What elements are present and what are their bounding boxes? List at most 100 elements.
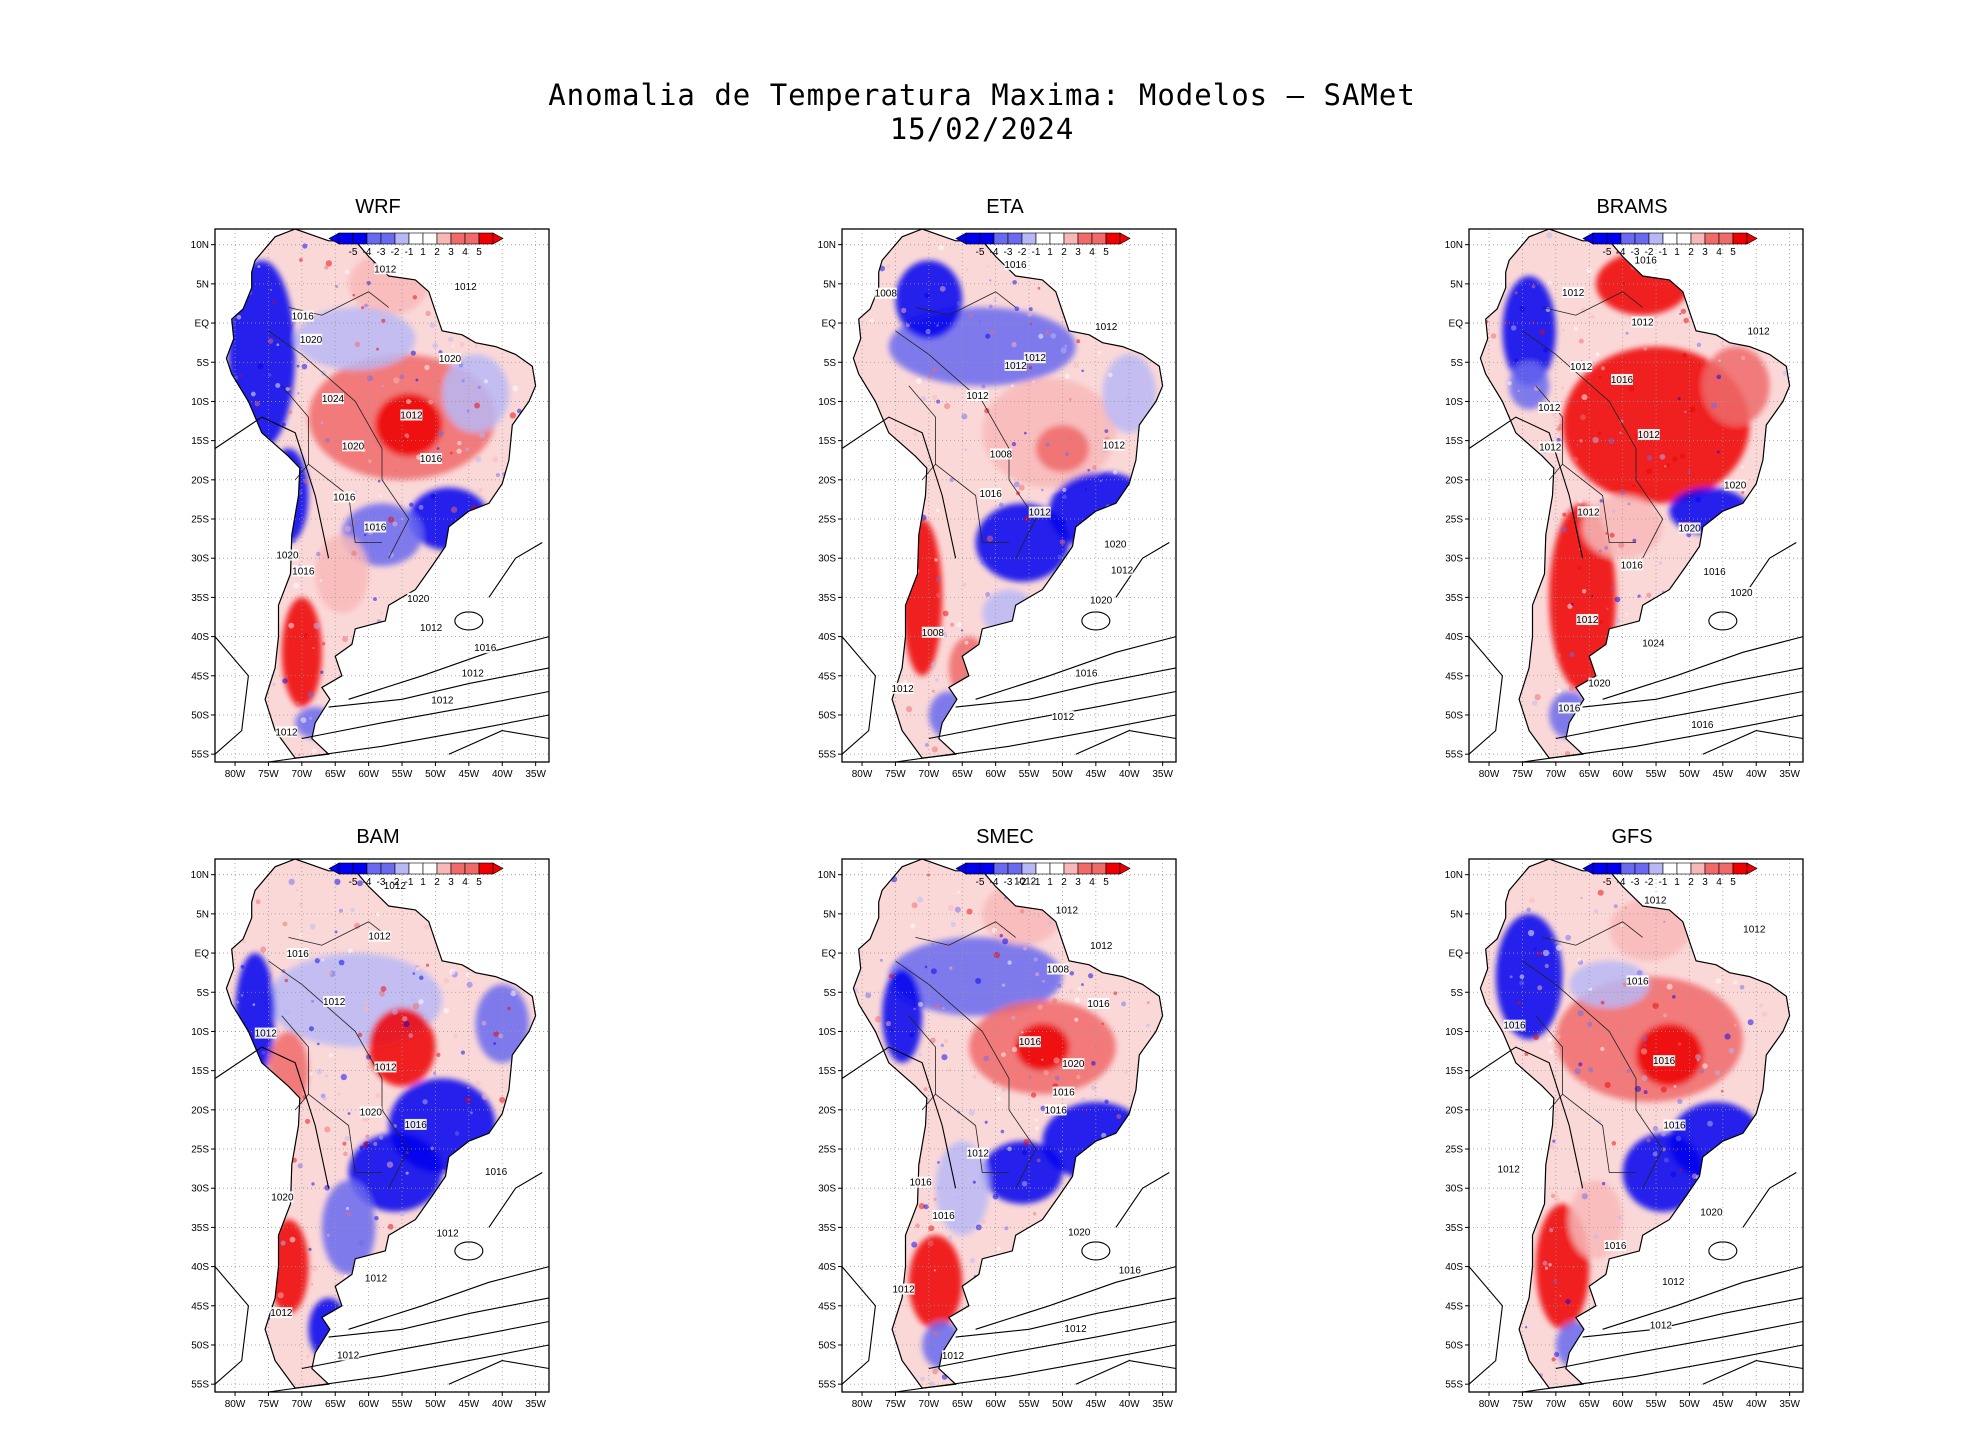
isobar-label: 1012 xyxy=(436,1228,459,1239)
lat-tick-label: 30S xyxy=(1445,1184,1463,1195)
lon-tick-label: 60W xyxy=(358,1399,379,1410)
isobar-label: 1020 xyxy=(1068,1227,1091,1238)
lat-tick-label: 35S xyxy=(191,1223,209,1234)
axes: 10N 5N EQ 5S 10S 15S 20S 25S 30S 35S 40S 45S 50S 55S 8… xyxy=(818,870,1174,1410)
isobar-label: 1012 xyxy=(1004,361,1027,372)
lon-tick-label: 75W xyxy=(258,1399,279,1410)
colorbar-label: -2 xyxy=(1645,247,1654,258)
lon-tick-label: 40W xyxy=(1119,1399,1140,1410)
isobar-line xyxy=(1742,1172,1797,1228)
isobar-label: 1020 xyxy=(276,551,299,562)
lat-tick-label: 40S xyxy=(1445,1262,1463,1273)
lat-tick-label: 10S xyxy=(1445,1027,1463,1038)
lat-tick-label: 25S xyxy=(191,515,209,526)
isobar-label: 1012 xyxy=(1562,288,1585,299)
isobar-label: 1012 xyxy=(1056,906,1079,917)
lat-tick-label: 5N xyxy=(823,279,836,290)
isobar-label: 1012 xyxy=(1577,507,1600,518)
lat-tick-label: 55S xyxy=(1445,750,1463,761)
isobar-label: 1012 xyxy=(1052,712,1075,723)
lat-tick-label: 10S xyxy=(818,1027,836,1038)
isobar-label: 1020 xyxy=(1588,679,1611,690)
colorbar-label: 1 xyxy=(420,247,426,258)
colorbar-label: 5 xyxy=(1103,877,1109,888)
lat-tick-label: 10S xyxy=(818,397,836,408)
isobar-line xyxy=(1602,636,1804,700)
lat-tick-label: 15S xyxy=(818,436,836,447)
lat-tick-label: 5S xyxy=(824,988,837,999)
colorbar-label: 3 xyxy=(448,247,454,258)
lat-tick-label: 10S xyxy=(191,397,209,408)
axes: 10N 5N EQ 5S 10S 15S 20S 25S 30S 35S 40S 45S 50S 55S 8… xyxy=(191,870,547,1410)
colorbar-label: -1 xyxy=(405,247,414,258)
isobar-closed xyxy=(1708,611,1738,631)
isobar-label: 1016 xyxy=(287,949,310,960)
isobars xyxy=(214,1046,550,1393)
coastline xyxy=(225,228,537,759)
figure-date: 15/02/2024 xyxy=(889,112,1075,146)
colorbar-label: 2 xyxy=(1061,877,1067,888)
map-panel-bam: BAM 1012 1012 1016 1012 1012 1012 1020 1016 1016… xyxy=(150,825,590,1425)
lat-tick-label: 25S xyxy=(818,515,836,526)
lat-tick-label: 20S xyxy=(191,475,209,486)
plot-border xyxy=(214,858,550,1393)
colorbar-label: -2 xyxy=(1018,877,1027,888)
colorbar-label: 1 xyxy=(420,877,426,888)
colorbar: -5 -4 -3 -2 -1 1 2 3 4 5 xyxy=(1582,862,1758,888)
map-frame: 1012 1012 1016 1016 1016 1016 1012 1020 1016 1012… xyxy=(1441,853,1837,1413)
lon-tick-label: 70W xyxy=(919,769,940,780)
lon-tick-label: 50W xyxy=(425,769,446,780)
lat-tick-label: 15S xyxy=(1445,436,1463,447)
isobar-label: 1012 xyxy=(1024,353,1047,364)
isobar-label: 1020 xyxy=(1730,588,1753,599)
panel-title: GFS xyxy=(1611,826,1653,848)
isobar-labels: 1012 1012 1012 1008 1016 1016 1020 1016 1016 1012… xyxy=(893,875,1141,1362)
isobar-label: 1012 xyxy=(431,695,454,706)
isobar-line xyxy=(1602,1266,1804,1330)
lat-tick-label: 5N xyxy=(1450,909,1463,920)
isobar-labels: 1012 1012 1016 1020 1020 1024 1012 1020 1016 1016… xyxy=(275,263,497,738)
lat-tick-label: 10N xyxy=(1445,240,1463,251)
colorbar-label: 1 xyxy=(1674,877,1680,888)
lat-tick-label: 5N xyxy=(196,279,209,290)
lat-tick-label: 5S xyxy=(197,988,210,999)
lon-tick-label: 65W xyxy=(1579,1399,1600,1410)
map-svg: 1012 1012 1016 1012 1012 1012 1020 1016 1016 1020… xyxy=(191,858,550,1410)
isobar-label: 1016 xyxy=(1604,1241,1627,1252)
isobars xyxy=(841,416,1177,763)
lon-tick-label: 70W xyxy=(1546,1399,1567,1410)
colorbar-label: 5 xyxy=(1730,877,1736,888)
isobar-line xyxy=(301,1320,550,1370)
isobar-line xyxy=(1702,730,1804,755)
colorbar-label: 5 xyxy=(476,877,482,888)
isobar-label: 1016 xyxy=(1611,375,1634,386)
lat-tick-label: 30S xyxy=(1445,554,1463,565)
isobar-line xyxy=(1702,1360,1804,1385)
isobar-label: 1012 xyxy=(892,684,915,695)
lat-tick-label: 25S xyxy=(1445,1145,1463,1156)
lon-tick-label: 55W xyxy=(1019,1399,1040,1410)
isobar-label: 1012 xyxy=(337,1351,360,1362)
plot-border xyxy=(1468,228,1804,763)
isobar-label: 1016 xyxy=(364,523,387,534)
isobar-labels: 1012 1012 1016 1016 1016 1016 1012 1020 1016 1012… xyxy=(1498,894,1766,1332)
isobar-line xyxy=(214,416,330,559)
isobar-label: 1012 xyxy=(966,391,989,402)
lat-tick-label: 35S xyxy=(1445,1223,1463,1234)
isobar-label: 1016 xyxy=(980,489,1003,500)
lon-tick-label: 45W xyxy=(1713,1399,1734,1410)
lon-tick-label: 45W xyxy=(459,1399,480,1410)
lat-tick-label: 50S xyxy=(1445,1340,1463,1351)
anomaly-patch xyxy=(1509,362,1550,410)
lat-tick-label: 5S xyxy=(824,358,837,369)
lat-tick-label: 55S xyxy=(191,1380,209,1391)
lat-tick-label: 45S xyxy=(818,671,836,682)
colorbar-label: 2 xyxy=(1688,247,1694,258)
colorbar-label: 2 xyxy=(1688,877,1694,888)
isobar-label: 1012 xyxy=(1029,508,1052,519)
isobar-line xyxy=(841,416,957,559)
lat-tick-label: 50S xyxy=(1445,710,1463,721)
isobar-line xyxy=(448,1360,550,1385)
colorbar-label: 4 xyxy=(1716,247,1722,258)
lon-tick-label: 75W xyxy=(885,769,906,780)
